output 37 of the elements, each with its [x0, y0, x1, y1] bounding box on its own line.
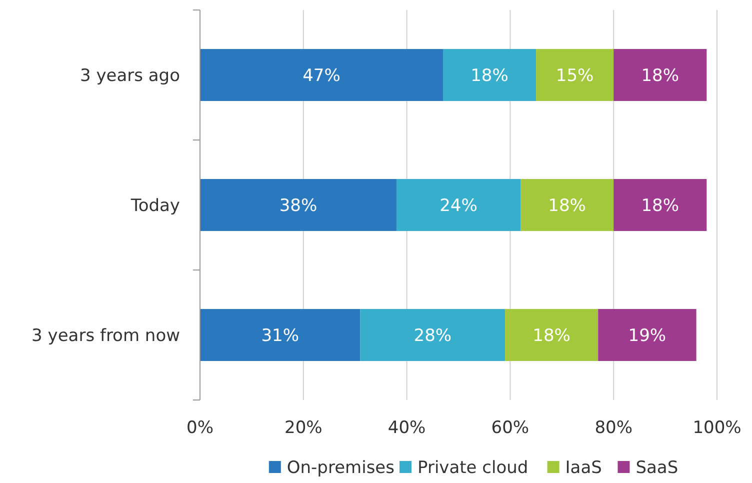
x-tick-label: 100%	[692, 418, 742, 438]
text: 18%	[532, 326, 570, 346]
text: 18%	[641, 196, 680, 216]
x-tick-label: 40%	[388, 418, 426, 438]
text: 38%	[279, 196, 318, 216]
text: 19%	[628, 326, 666, 346]
y-tick-label: 3 years ago	[80, 66, 180, 86]
text: 28%	[414, 326, 452, 346]
text: 24%	[440, 196, 478, 216]
y-tick-label: 3 years from now	[32, 326, 180, 346]
x-tick-label: 60%	[491, 418, 530, 438]
x-tick-label: 80%	[594, 418, 632, 438]
bar	[536, 49, 614, 101]
bar	[396, 179, 521, 231]
text: 18%	[548, 196, 586, 216]
text: 31%	[261, 326, 300, 346]
bar	[614, 49, 707, 101]
text: 47%	[302, 66, 340, 86]
legend-label: SaaS	[636, 458, 678, 478]
bar	[520, 179, 614, 231]
bar	[614, 179, 707, 231]
y-tick-label: Today	[130, 196, 180, 216]
bar	[200, 49, 443, 101]
bar	[442, 49, 536, 101]
text: 18%	[470, 66, 508, 86]
legend-label: IaaS	[565, 458, 602, 478]
text: 15%	[556, 66, 594, 86]
bar	[200, 309, 360, 361]
bar	[360, 309, 506, 361]
x-tick-label: 0%	[186, 418, 214, 438]
x-tick-label: 20%	[284, 418, 322, 438]
bar	[200, 179, 396, 231]
bar	[598, 309, 696, 361]
text: 18%	[641, 66, 680, 86]
legend-label: Private cloud	[418, 458, 528, 478]
legend-label: On-premises	[286, 458, 395, 478]
bar	[505, 309, 598, 361]
